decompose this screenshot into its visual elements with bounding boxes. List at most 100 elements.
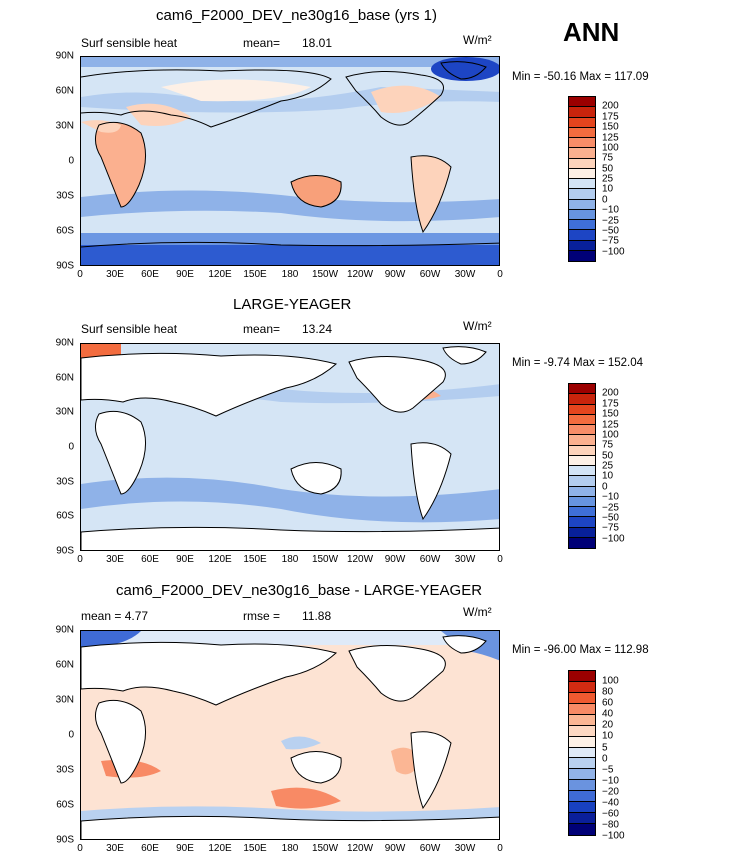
colorbar-swatch (569, 681, 595, 693)
panel3-lon-tick: 30E (106, 843, 124, 854)
colorbar-label: 100 (602, 429, 619, 441)
colorbar-swatch (569, 476, 595, 487)
colorbar-swatch (569, 486, 595, 497)
panel2-lon-tick: 60E (141, 554, 159, 565)
panel1-lat-tick: 90S (56, 260, 74, 272)
colorbar-swatch (569, 435, 595, 446)
panel3-plot: 90N 60N 30N 0 30S 60S 90S 0 30E 60E 90E … (56, 625, 503, 855)
colorbar-label: 125 (602, 132, 619, 143)
colorbar-label: 150 (602, 121, 619, 133)
panel2-map-svg (81, 344, 499, 550)
panel1-mean-label: mean= (243, 36, 281, 50)
panel3-map-svg (81, 631, 499, 839)
panel3-lat-tick: 30N (55, 694, 74, 706)
panel2-lat-tick: 90N (55, 337, 74, 349)
colorbar-label: −5 (602, 764, 614, 776)
panel3-lon-tick: 120W (346, 843, 374, 854)
panel3-title: cam6_F2000_DEV_ne30g16_base - LARGE-YEAG… (116, 582, 483, 599)
panel3-lon-tick: 90W (384, 843, 406, 854)
colorbar-swatch (569, 791, 595, 803)
panel2-lon-tick: 150W (311, 554, 339, 565)
panel2-lon-tick: 30E (106, 554, 124, 565)
colorbar-label: −25 (602, 215, 619, 226)
panel1-coastlines (81, 61, 499, 248)
panel2-title: LARGE-YEAGER (233, 296, 352, 313)
colorbar-label: −20 (602, 786, 619, 798)
colorbar-swatch (569, 404, 595, 415)
colorbar-swatch (569, 496, 595, 507)
panel1-lon-tick: 120W (346, 269, 374, 280)
panel2-lon-tick: 0 (497, 554, 503, 565)
colorbar-label: 200 (602, 387, 619, 399)
panel3-lon-tick: 180 (281, 843, 299, 854)
panel1-lon-tick: 0 (497, 269, 503, 280)
eurasia-warm (161, 79, 311, 102)
panel3-lat-tick: 60N (55, 659, 74, 671)
panel1-lon-tick: 30E (106, 269, 124, 280)
colorbar-swatch (569, 394, 595, 405)
colorbar-label: 25 (602, 173, 614, 185)
panel2-lat-tick: 30S (56, 476, 74, 488)
colorbar-label: −100 (602, 246, 625, 258)
colorbar-label: 10 (602, 730, 614, 742)
panel2-lat-tick: 60N (55, 372, 74, 384)
colorbar-label: 80 (602, 686, 614, 698)
colorbar-label: −40 (602, 797, 619, 809)
colorbar-swatch (569, 445, 595, 456)
panel2-lon-tick: 90E (176, 554, 194, 565)
colorbar-label: −75 (602, 522, 619, 534)
panel2-map (80, 343, 500, 551)
colorbar-label: 175 (602, 111, 619, 123)
colorbar-label: 100 (602, 675, 619, 687)
colorbar-swatch (569, 769, 595, 781)
panel2-mean-label: mean= (243, 322, 281, 336)
colorbar-label: 60 (602, 697, 614, 709)
sh-storm-track (81, 477, 499, 523)
colorbar-label: 175 (602, 398, 619, 410)
colorbar-swatch (569, 507, 595, 518)
panel1-lon-tick: 120E (208, 269, 232, 280)
colorbar-swatch (569, 240, 595, 251)
panel3-lon-tick: 120E (208, 843, 232, 854)
panel1-variable-label: Surf sensible heat (81, 36, 178, 50)
panel3-rmse-value: 11.88 (302, 609, 332, 623)
colorbar-label: −80 (602, 819, 619, 831)
panel2-plot: 90N 60N 30N 0 30S 60S 90S 0 30E 60E 90E … (56, 338, 503, 566)
colorbar-label: −10 (602, 491, 619, 503)
panel2-lon-tick: 30W (454, 554, 476, 565)
panel1-lon-tick: 150E (243, 269, 267, 280)
panel1-title: cam6_F2000_DEV_ne30g16_base (yrs 1) (156, 7, 438, 24)
colorbar-swatch (569, 199, 595, 210)
panel1-lat-tick: 60N (55, 85, 74, 97)
australia-warm (291, 175, 342, 207)
africa-warm (95, 122, 146, 207)
colorbar-swatch (569, 179, 595, 190)
south-america-warm (411, 155, 451, 232)
panel1-mean-value: 18.01 (302, 36, 333, 50)
barents-warm (81, 344, 121, 358)
panel1-units: W/m² (463, 33, 492, 47)
panel3-rmse-label: rmse = (243, 609, 281, 623)
colorbar-label: 100 (602, 142, 619, 154)
colorbar-label: −100 (602, 533, 625, 545)
arabia-warm (126, 103, 191, 126)
panel1-lat-tick: 0 (68, 155, 74, 167)
panel3-lon-tick: 30W (454, 843, 476, 854)
colorbar-label: 5 (602, 742, 608, 753)
colorbar-label: 200 (602, 100, 619, 112)
colorbar-label: 125 (602, 419, 619, 430)
panel2-units: W/m² (463, 319, 492, 333)
panel3-lat-tick: 30S (56, 764, 74, 776)
panel3-colorbar (568, 670, 596, 836)
panel1-lon-tick: 60W (419, 269, 441, 280)
colorbar-swatch (569, 692, 595, 704)
colorbar-label: 50 (602, 450, 614, 462)
colorbar-swatch (569, 230, 595, 241)
panel3-lat-tick: 60S (56, 799, 74, 811)
colorbar-swatch (569, 736, 595, 748)
panel1-colorbar (568, 96, 596, 262)
colorbar-swatch (569, 725, 595, 737)
colorbar-swatch (569, 537, 595, 548)
colorbar-swatch (569, 466, 595, 477)
sh-storm-track (81, 190, 499, 222)
